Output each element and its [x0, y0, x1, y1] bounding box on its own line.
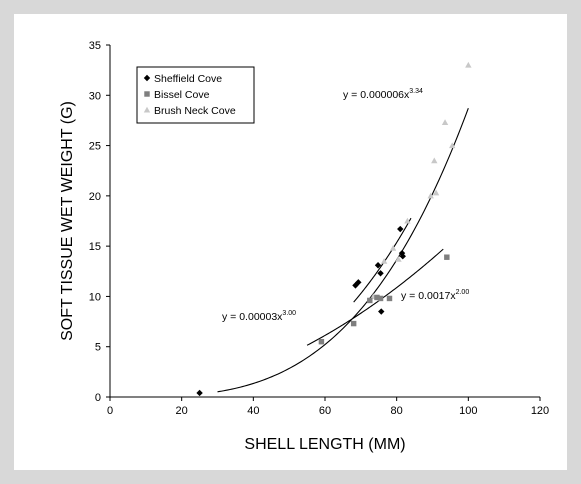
legend-entry-brush-neck-cove-label: Brush Neck Cove: [154, 105, 236, 117]
x-tick-label: 120: [531, 405, 549, 417]
bissel-cove-point: [386, 295, 393, 302]
fit-curve-brush-neck: [217, 107, 469, 393]
brush-neck-cove-point: [465, 61, 472, 68]
bissel-cove-point: [367, 297, 373, 304]
sheffield-cove-point: [355, 279, 362, 286]
x-tick-label: 100: [459, 405, 477, 417]
fit-curves-group: [217, 107, 469, 393]
y-tick-label: 5: [95, 342, 101, 354]
equation-labels: y = 0.000006x3.34 y = 0.00003x3.00 y = 0…: [222, 88, 469, 323]
sheffield-cove-point: [377, 270, 384, 277]
brush-neck-cove-point: [404, 217, 411, 224]
fit-equation-sheffield: y = 0.00003x3.00: [222, 310, 296, 323]
legend: Sheffield Cove Bissel Cove Brush Neck Cove: [136, 66, 255, 124]
bissel-cove-point: [377, 295, 384, 302]
y-tick-label: 25: [89, 141, 101, 153]
data-points-group: [196, 61, 472, 397]
legend-entry-sheffield-cove-marker: [143, 74, 151, 82]
bissel-cove-point: [444, 254, 450, 260]
y-axis-title: SOFT TISSUE WET WEIGHT (G): [59, 101, 76, 341]
x-tick-label: 20: [176, 405, 188, 417]
legend-entry-bissel-cove-marker: [144, 91, 150, 97]
sheffield-cove-point: [399, 253, 406, 260]
y-tick-label: 30: [89, 90, 101, 102]
y-tick-label: 20: [89, 191, 101, 203]
sheffield-cove-point: [374, 262, 382, 269]
x-axis-title: SHELL LENGTH (MM): [244, 436, 405, 453]
brush-neck-cove-point: [389, 244, 397, 251]
fit-equation-bissel: y = 0.0017x2.00: [401, 289, 469, 302]
brush-neck-cove-point: [441, 119, 449, 125]
chart-panel: [14, 14, 567, 470]
sheffield-cove-point: [196, 389, 203, 397]
x-tick-label: 40: [247, 405, 259, 417]
y-tick-label: 15: [89, 241, 101, 253]
x-tick-label: 60: [319, 405, 331, 417]
y-tick-label: 35: [89, 40, 101, 52]
legend-box: [136, 66, 255, 124]
bissel-cove-point: [318, 338, 325, 345]
brush-neck-cove-point: [395, 256, 402, 262]
brush-neck-cove-point: [427, 192, 434, 199]
brush-neck-cove-point: [431, 157, 438, 164]
bissel-cove-point: [374, 294, 380, 301]
brush-neck-cove-point: [432, 189, 440, 196]
brush-neck-cove-point: [380, 258, 388, 264]
fit-curve-bissel: [306, 248, 444, 346]
fit-equation-brush-neck: y = 0.000006x3.34: [343, 88, 423, 101]
sheffield-cove-point: [397, 225, 404, 233]
brush-neck-cove-point: [449, 142, 456, 149]
x-tick-label: 0: [107, 405, 113, 417]
legend-entry-brush-neck-cove-marker: [143, 106, 151, 113]
axes-group: 0 20 40 60 80 100 120 0 5 10 15 20 25 30 35: [89, 40, 549, 417]
sheffield-cove-point: [378, 308, 385, 315]
bissel-cove-point: [350, 320, 357, 327]
legend-entry-sheffield-cove-label: Sheffield Cove: [154, 73, 222, 85]
legend-entry-bissel-cove-label: Bissel Cove: [154, 89, 210, 101]
y-tick-label: 0: [95, 392, 101, 404]
y-tick-label: 10: [89, 291, 101, 303]
fit-curve-sheffield: [353, 217, 412, 303]
x-tick-label: 80: [391, 405, 403, 417]
